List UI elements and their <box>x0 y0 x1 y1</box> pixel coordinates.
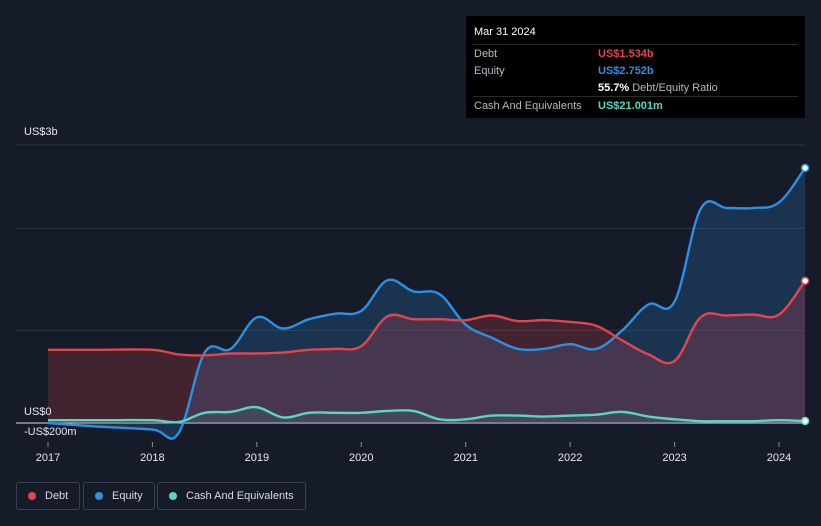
x-tick-label: 2019 <box>245 452 269 464</box>
legend-label-cash: Cash And Equivalents <box>186 490 294 502</box>
endpoint-cash-and-equivalents <box>800 416 810 426</box>
x-tick-label: 2021 <box>453 452 477 464</box>
x-tick-label: 2023 <box>662 452 686 464</box>
area-equity <box>48 167 806 439</box>
series-areas <box>48 167 806 439</box>
x-tick-label: 2024 <box>767 452 791 464</box>
line-cash-and-equivalents <box>47 405 806 424</box>
tooltip-panel: Mar 31 2024 Debt US$1.534b Equity US$2.7… <box>466 16 805 118</box>
legend-dot-cash <box>169 492 177 500</box>
legend-label-debt: Debt <box>45 490 69 502</box>
legend-label-equity: Equity <box>112 490 143 502</box>
x-tick-label: 2020 <box>349 452 373 464</box>
tooltip-value-debt: US$1.534b <box>598 47 654 60</box>
tooltip-label-cash: Cash And Equivalents <box>474 99 582 112</box>
y-tick-label: -US$200m <box>24 426 77 438</box>
y-tick-label: US$3b <box>24 126 58 138</box>
area-debt <box>48 280 806 423</box>
tooltip-label-equity: Equity <box>474 64 505 77</box>
tooltip-value-equity: US$2.752b <box>598 64 654 77</box>
tooltip-value-ratio: 55.7% <box>598 81 630 94</box>
line-equity <box>47 167 807 440</box>
endpoint-debt <box>800 276 810 286</box>
tooltip-row-equity: Equity US$2.752b <box>473 62 798 79</box>
x-tick-label: 2022 <box>558 452 582 464</box>
tooltip-date: Mar 31 2024 <box>474 26 536 38</box>
tooltip-row-debt: Debt US$1.534b <box>473 44 798 62</box>
y-tick-label: US$0 <box>24 406 52 418</box>
gridlines <box>16 144 805 424</box>
endpoint-equity <box>800 163 810 173</box>
legend-item-equity[interactable]: Equity <box>83 482 155 510</box>
tooltip-row-cash: Cash And Equivalents US$21.001m <box>473 96 798 114</box>
tooltip-row-ratio: 55.7% Debt/Equity Ratio <box>473 79 798 96</box>
legend-dot-debt <box>28 492 36 500</box>
legend-item-debt[interactable]: Debt <box>16 482 81 510</box>
tooltip-ratio-caption: Debt/Equity Ratio <box>632 81 718 94</box>
x-tick-label: 2017 <box>36 452 60 464</box>
x-axis-labels: 2017 2018 2019 2020 2021 2022 2023 2024 <box>36 442 791 464</box>
x-tick-label: 2018 <box>140 452 164 464</box>
line-debt <box>47 280 807 365</box>
y-axis-labels: US$3b US$0 -US$200m <box>24 126 77 438</box>
legend-dot-equity <box>95 492 103 500</box>
tooltip-value-cash: US$21.001m <box>598 99 663 112</box>
series-lines <box>47 167 807 440</box>
series-end-points <box>800 163 810 426</box>
legend-item-cash[interactable]: Cash And Equivalents <box>157 482 306 510</box>
tooltip-label-debt: Debt <box>474 47 498 60</box>
